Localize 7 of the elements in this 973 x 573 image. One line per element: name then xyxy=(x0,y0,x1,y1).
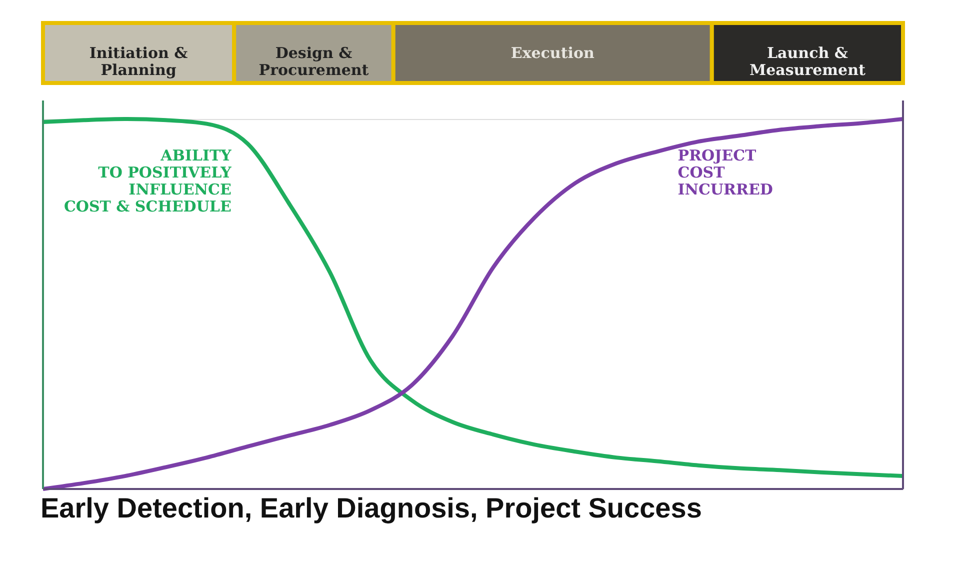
series-label: ABILITY TO POSITIVELY INFLUENCE COST & SCHEDULE xyxy=(64,146,232,216)
text: Initiation & Planning xyxy=(89,44,188,79)
series-label: PROJECT COST INCURRED xyxy=(678,146,773,199)
text: Early Detection, Early Diagnosis, Project Success xyxy=(40,492,702,524)
text: Launch & Measurement xyxy=(749,44,866,79)
text: Design & Procurement xyxy=(258,44,369,79)
text: Execution xyxy=(510,44,594,62)
